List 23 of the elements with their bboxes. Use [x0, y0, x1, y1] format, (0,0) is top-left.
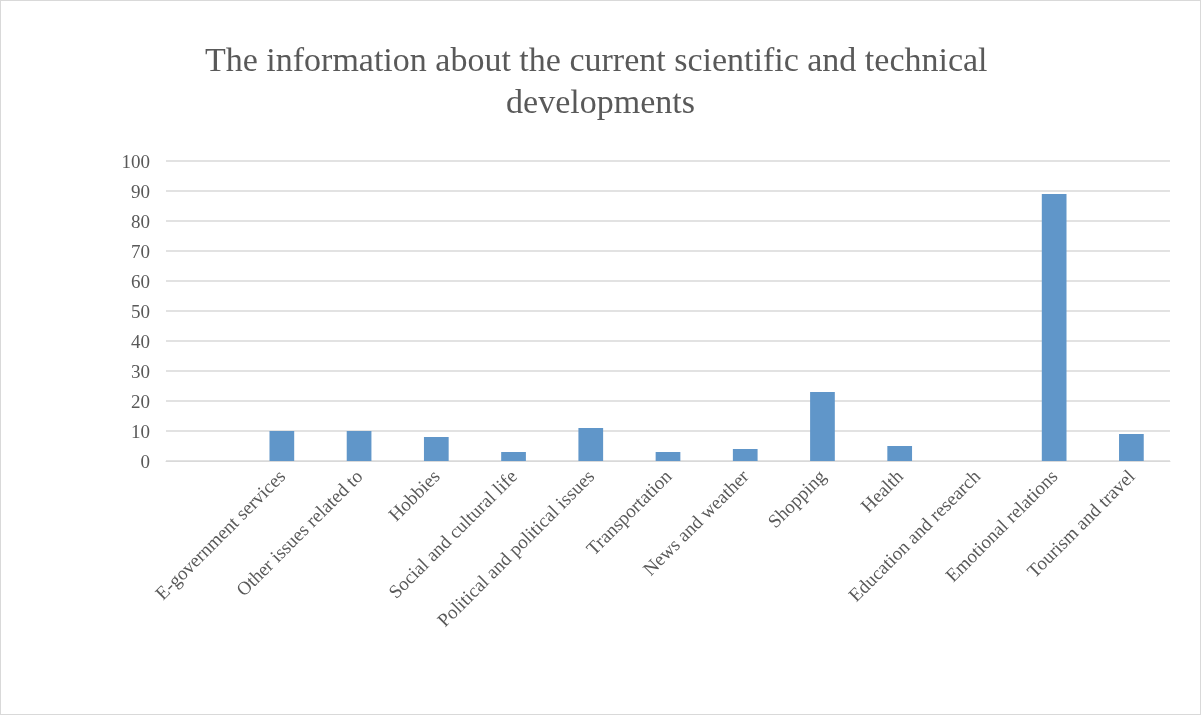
y-tick-label: 10: [131, 420, 150, 442]
y-tick-label: 50: [131, 300, 150, 322]
bar: [1119, 434, 1144, 461]
y-tick-label: 40: [131, 330, 150, 352]
bar: [501, 452, 526, 461]
y-tick-label: 30: [131, 360, 150, 382]
y-tick-label: 60: [131, 270, 150, 292]
bar: [1041, 194, 1067, 461]
bar: [578, 428, 604, 461]
y-tick-label: 90: [131, 180, 150, 202]
bar: [810, 392, 835, 461]
y-tick-label: 0: [140, 450, 150, 472]
bar: [423, 437, 449, 461]
bar: [346, 431, 372, 461]
bar: [732, 449, 758, 461]
bar: [887, 446, 913, 461]
y-tick-label: 20: [131, 390, 150, 412]
y-tick-label: 70: [131, 240, 150, 262]
bar: [269, 431, 295, 461]
y-tick-label: 80: [131, 210, 150, 232]
y-tick-label: 100: [121, 150, 150, 172]
bar: [655, 452, 681, 461]
chart-title: The information about the current scientific and technical developments: [204, 40, 997, 120]
